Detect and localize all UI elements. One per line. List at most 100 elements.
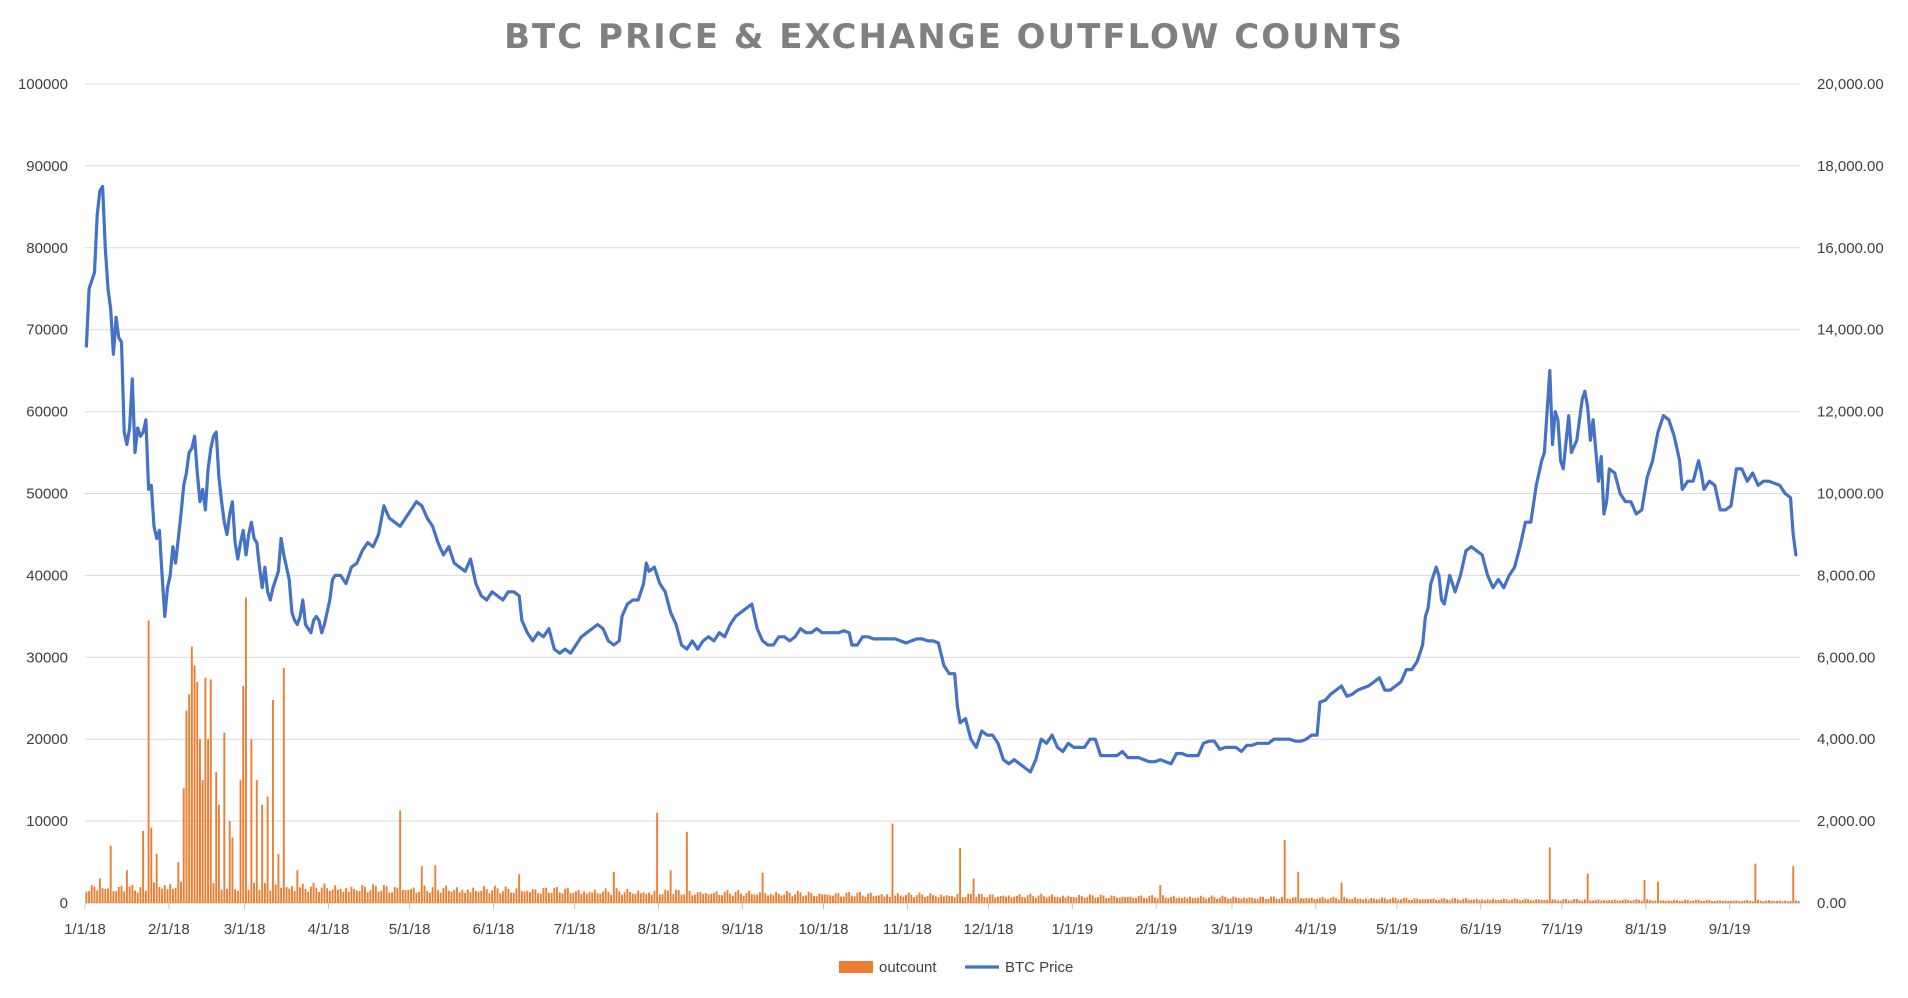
outcount-bar	[683, 894, 686, 903]
outcount-bar	[355, 890, 358, 903]
outcount-bar	[921, 894, 924, 903]
outcount-bar	[209, 679, 212, 903]
outcount-bar	[1556, 900, 1559, 903]
outcount-bar	[1226, 898, 1229, 903]
legend-swatch-outcount	[839, 961, 873, 973]
outcount-bar	[869, 892, 872, 903]
outcount-bar	[280, 888, 283, 903]
outcount-bar	[461, 889, 464, 903]
outcount-bar	[1732, 900, 1735, 903]
outcount-bar	[1340, 882, 1343, 903]
outcount-bar	[1040, 893, 1043, 903]
outcount-bar	[299, 887, 301, 903]
outcount-bar	[266, 796, 269, 903]
outcount-bar	[169, 884, 172, 903]
outcount-bar	[1032, 896, 1035, 903]
y-left-tick-label: 20000	[26, 731, 68, 748]
outcount-bar	[1059, 897, 1062, 903]
outcount-bar	[645, 893, 648, 903]
outcount-bar	[439, 892, 442, 903]
outcount-bar	[1738, 901, 1741, 903]
outcount-bar	[937, 897, 940, 903]
outcount-bar	[1194, 897, 1197, 903]
outcount-bar	[1427, 899, 1430, 903]
outcount-bar	[545, 887, 548, 903]
outcount-bar	[569, 893, 572, 903]
outcount-bar	[1327, 899, 1329, 903]
outcount-bar	[680, 894, 683, 903]
outcount-bar	[1189, 896, 1191, 903]
outcount-bar	[1354, 897, 1356, 903]
outcount-bar	[902, 896, 905, 903]
outcount-bar	[1551, 899, 1554, 903]
outcount-bar	[639, 893, 642, 903]
outcount-bar	[1310, 897, 1313, 903]
outcount-bar	[1686, 899, 1689, 903]
y-right-tick-label: 8,000.00	[1817, 567, 1875, 584]
outcount-bar	[1078, 894, 1081, 903]
outcount-bar	[515, 888, 518, 903]
outcount-bar	[1510, 899, 1513, 903]
outcount-bar	[123, 891, 126, 903]
outcount-bar	[312, 882, 315, 903]
outcount-bar	[1489, 900, 1492, 903]
outcount-bar	[980, 893, 983, 903]
x-tick-label: 7/1/18	[554, 921, 596, 938]
outcount-bar	[688, 890, 691, 903]
outcount-bar	[1473, 899, 1475, 903]
outcount-bar	[1289, 899, 1292, 903]
outcount-bar	[718, 894, 721, 903]
outcount-bar	[1724, 900, 1727, 903]
outcount-bar	[1713, 900, 1716, 903]
outcount-bar	[815, 896, 818, 903]
outcount-bar	[731, 895, 734, 903]
outcount-bar	[575, 891, 577, 903]
outcount-bar	[696, 892, 699, 903]
outcount-bar	[1459, 900, 1462, 903]
outcount-bar	[320, 887, 323, 903]
outcount-bar	[1611, 900, 1613, 903]
outcount-bar	[1657, 881, 1659, 903]
outcount-bar	[1148, 895, 1151, 903]
outcount-bar	[694, 894, 696, 903]
outcount-bar	[369, 890, 372, 903]
outcount-bar	[1594, 899, 1597, 903]
y-right-tick-label: 20,000.00	[1817, 76, 1884, 93]
outcount-bar	[761, 872, 764, 903]
outcount-bar	[1386, 899, 1389, 903]
y-left-tick-label: 100000	[18, 76, 68, 93]
outcount-bar	[1048, 896, 1051, 903]
outcount-bar	[1429, 898, 1432, 903]
outcount-bar	[1751, 901, 1754, 903]
outcount-bar	[585, 893, 588, 903]
outcount-bar	[1308, 898, 1310, 903]
outcount-bar	[1313, 899, 1316, 903]
outcount-bar	[1716, 900, 1719, 903]
outcount-bar	[523, 891, 526, 903]
outcount-bar	[810, 893, 813, 903]
chart-title: BTC PRICE & EXCHANGE OUTFLOW COUNTS	[504, 17, 1404, 57]
outcount-bar	[428, 892, 431, 903]
outcount-bar	[1229, 898, 1232, 903]
outcount-bar	[1080, 895, 1083, 903]
outcount-bar	[772, 895, 775, 903]
outcount-bar	[101, 888, 104, 903]
outcount-bar	[918, 892, 921, 903]
outcount-bar	[1029, 893, 1032, 903]
outcount-bar	[723, 891, 726, 903]
outcount-bar	[1375, 899, 1378, 903]
outcount-bar	[353, 888, 356, 903]
outcount-bar	[385, 886, 388, 903]
outcount-bar	[702, 894, 705, 903]
y-left-tick-label: 30000	[26, 649, 68, 666]
outcount-bar	[434, 865, 437, 903]
y-left-tick-label: 70000	[26, 322, 68, 339]
outcount-bar	[1538, 899, 1540, 903]
outcount-bar	[813, 895, 815, 903]
y-left-tick-label: 90000	[26, 158, 68, 175]
outcount-bar	[477, 891, 480, 903]
outcount-bar	[1232, 896, 1235, 903]
outcount-bar	[583, 891, 586, 903]
outcount-bar	[1548, 847, 1551, 903]
outcount-bar	[721, 895, 723, 903]
